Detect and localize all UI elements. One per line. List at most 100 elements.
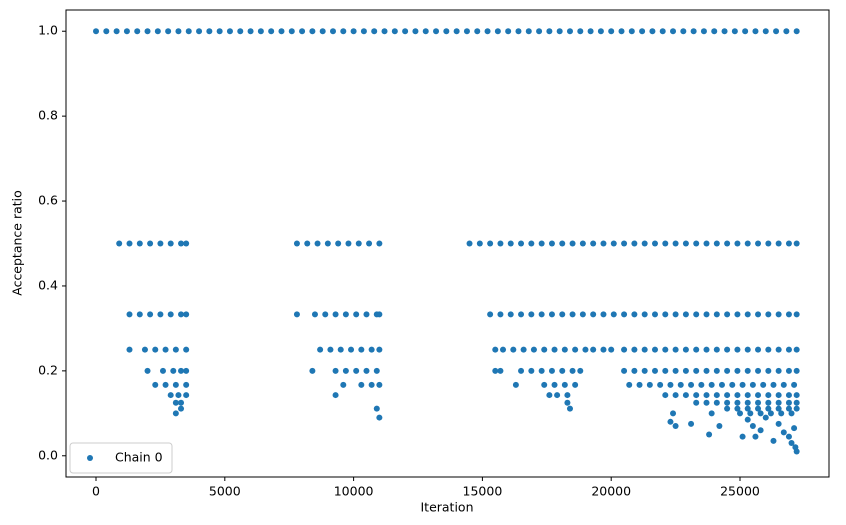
point <box>765 399 772 406</box>
point <box>520 346 527 353</box>
point <box>672 367 679 374</box>
point <box>724 405 731 412</box>
point <box>780 381 787 388</box>
point <box>487 311 494 318</box>
point <box>293 311 300 318</box>
point <box>422 28 429 35</box>
point <box>551 346 558 353</box>
point <box>651 367 658 374</box>
point <box>610 240 617 247</box>
point <box>600 346 607 353</box>
point <box>144 28 151 35</box>
point <box>548 367 555 374</box>
point <box>775 392 782 399</box>
point <box>775 346 782 353</box>
point <box>538 311 545 318</box>
point <box>631 346 638 353</box>
x-tick-label: 25000 <box>720 484 760 499</box>
x-tick-label: 10000 <box>334 484 374 499</box>
point <box>147 240 154 247</box>
point <box>340 28 347 35</box>
point <box>670 28 677 35</box>
point <box>525 28 532 35</box>
point <box>631 367 638 374</box>
point <box>682 392 689 399</box>
point <box>693 240 700 247</box>
point <box>551 381 558 388</box>
point <box>237 28 244 35</box>
point <box>196 28 203 35</box>
point <box>116 240 123 247</box>
point <box>755 311 762 318</box>
point <box>662 367 669 374</box>
point <box>183 381 190 388</box>
point <box>724 399 731 406</box>
point <box>324 240 331 247</box>
point <box>332 367 339 374</box>
point <box>579 311 586 318</box>
point <box>762 414 769 421</box>
point <box>391 28 398 35</box>
point <box>785 392 792 399</box>
point <box>698 381 705 388</box>
point <box>767 410 774 417</box>
point <box>739 381 746 388</box>
point <box>332 392 339 399</box>
point <box>175 28 182 35</box>
point <box>546 392 553 399</box>
point <box>734 367 741 374</box>
point <box>636 381 643 388</box>
point <box>178 405 185 412</box>
point <box>734 311 741 318</box>
point <box>376 414 383 421</box>
point <box>530 346 537 353</box>
point <box>345 240 352 247</box>
point <box>587 28 594 35</box>
point <box>178 240 185 247</box>
point <box>765 367 772 374</box>
point <box>178 367 185 374</box>
point <box>134 28 141 35</box>
point <box>342 311 349 318</box>
point <box>154 28 161 35</box>
point <box>559 367 566 374</box>
point <box>126 240 133 247</box>
point <box>788 440 795 447</box>
point <box>693 346 700 353</box>
point <box>373 405 380 412</box>
point <box>368 381 375 388</box>
point <box>443 28 450 35</box>
point <box>167 311 174 318</box>
point <box>185 28 192 35</box>
point <box>682 367 689 374</box>
point <box>724 367 731 374</box>
point <box>538 367 545 374</box>
point <box>183 367 190 374</box>
point <box>317 346 324 353</box>
x-tick-label: 20000 <box>591 484 631 499</box>
point <box>703 346 710 353</box>
point <box>690 28 697 35</box>
point <box>515 28 522 35</box>
point <box>672 346 679 353</box>
point <box>152 381 159 388</box>
point <box>381 28 388 35</box>
point <box>564 399 571 406</box>
y-tick-label: 0.0 <box>38 447 58 462</box>
point <box>785 433 792 440</box>
point <box>183 240 190 247</box>
point <box>561 381 568 388</box>
point <box>755 392 762 399</box>
point <box>703 311 710 318</box>
point <box>569 240 576 247</box>
point <box>162 381 169 388</box>
point <box>621 311 628 318</box>
point <box>718 381 725 388</box>
point <box>518 367 525 374</box>
point <box>752 28 759 35</box>
point <box>703 240 710 247</box>
point <box>348 346 355 353</box>
point <box>744 392 751 399</box>
point <box>729 381 736 388</box>
point <box>608 346 615 353</box>
